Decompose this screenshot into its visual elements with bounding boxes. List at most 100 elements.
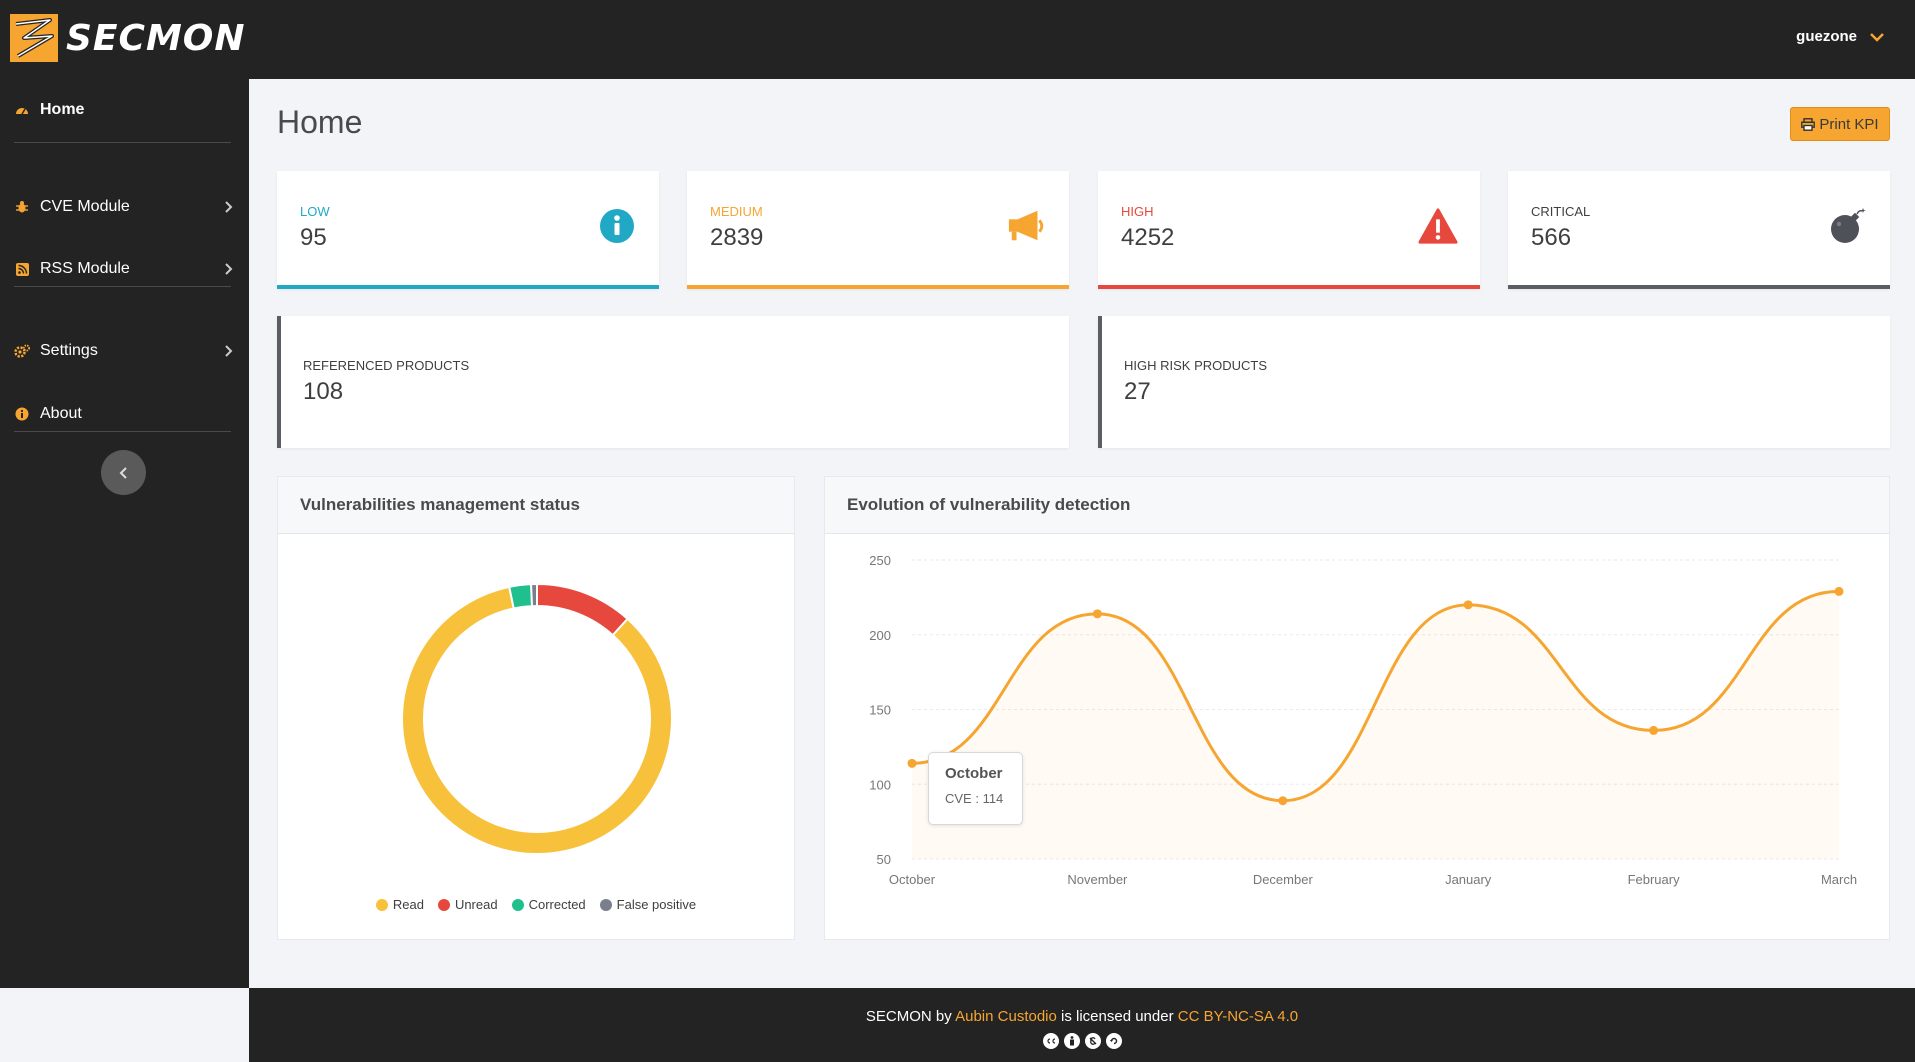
data-point[interactable] <box>1649 725 1659 735</box>
legend-label: Read <box>392 897 424 912</box>
rss-icon <box>14 261 30 277</box>
y-tick-label: 50 <box>877 852 891 867</box>
legend-item[interactable]: False positive <box>599 897 697 912</box>
stat-label: HIGH RISK PRODUCTS <box>1124 358 1268 373</box>
kpi-card-medium: MEDIUM 2839 <box>687 171 1069 289</box>
line-chart: 50 100 150 200 250 October November December Jan… <box>869 553 1857 887</box>
info-icon <box>14 406 30 422</box>
kpi-value: 95 <box>300 224 327 251</box>
management-status-card: Vulnerabilities management status Read Un… <box>277 476 795 940</box>
top-bar: SECMON guezone <box>0 0 1915 79</box>
author-link[interactable]: Aubin Custodio <box>955 1008 1057 1025</box>
y-tick-label: 250 <box>869 553 891 568</box>
donut-slice-read[interactable] <box>401 585 673 855</box>
chart-tooltip: October CVE : 114 <box>928 752 1023 825</box>
legend-swatch <box>437 898 450 911</box>
x-tick-label: March <box>1821 872 1857 887</box>
stat-value: 27 <box>1124 378 1151 405</box>
footer-middle: is licensed under <box>1056 1008 1178 1025</box>
legend-item[interactable]: Corrected <box>511 897 586 912</box>
data-point[interactable] <box>1834 586 1844 596</box>
donut-slice-false-positive[interactable] <box>530 582 538 608</box>
sidebar-item-label: About <box>40 405 82 422</box>
license-text: SECMON by Aubin Custodio is licensed und… <box>249 1008 1915 1025</box>
sidebar-toggle-button[interactable] <box>101 450 146 495</box>
donut-slice-corrected[interactable] <box>508 583 534 610</box>
sidebar: Home CVE Module RSS Module Settings Abou… <box>0 79 249 988</box>
print-kpi-button[interactable]: Print KPI <box>1790 107 1890 141</box>
data-point[interactable] <box>907 758 917 768</box>
x-tick-label: December <box>1253 872 1314 887</box>
area-fill <box>912 591 1839 859</box>
data-point[interactable] <box>1278 796 1288 806</box>
sidebar-item-rss-module[interactable]: RSS Module <box>14 254 234 284</box>
legend-item[interactable]: Read <box>375 897 424 912</box>
cc-icon <box>1042 1033 1059 1049</box>
tooltip-title: October <box>945 765 1003 782</box>
referenced-products-card: REFERENCED PRODUCTS 108 <box>277 316 1069 448</box>
sidebar-item-about[interactable]: About <box>14 399 234 429</box>
kpi-value: 4252 <box>1121 224 1175 251</box>
kpi-label: LOW <box>300 204 330 219</box>
kpi-label: HIGH <box>1121 204 1154 219</box>
donut-slice-unread[interactable] <box>536 582 629 637</box>
warning-icon <box>1418 206 1458 246</box>
chevron-left-icon <box>119 466 127 479</box>
brand-name: SECMON <box>66 17 246 59</box>
legend-swatch <box>599 898 612 911</box>
sidebar-item-cve-module[interactable]: CVE Module <box>14 192 234 222</box>
data-point[interactable] <box>1092 609 1102 619</box>
kpi-accent-bar <box>1508 285 1890 289</box>
kpi-accent-bar <box>687 285 1069 289</box>
chevron-down-icon <box>1870 32 1884 42</box>
x-tick-label: February <box>1628 872 1681 887</box>
logo-mark-icon <box>10 14 58 62</box>
y-tick-label: 200 <box>869 628 891 643</box>
cc-sa-icon <box>1105 1033 1122 1049</box>
sidebar-item-home[interactable]: Home <box>14 95 234 125</box>
sidebar-item-label: CVE Module <box>40 198 130 215</box>
card-title: Evolution of vulnerability detection <box>825 477 1889 534</box>
user-menu[interactable]: guezone <box>1796 28 1885 45</box>
kpi-label: CRITICAL <box>1531 204 1591 219</box>
megaphone-icon <box>1007 206 1047 246</box>
sidebar-item-label: Settings <box>40 342 98 359</box>
chevron-right-icon <box>225 263 233 275</box>
donut-legend: Read Unread Corrected False positive <box>278 897 794 912</box>
x-tick-label: January <box>1445 872 1492 887</box>
username: guezone <box>1796 28 1857 45</box>
app-logo[interactable]: SECMON <box>10 14 246 62</box>
legend-label: Corrected <box>528 897 586 912</box>
kpi-card-critical: CRITICAL 566 <box>1508 171 1890 289</box>
license-link[interactable]: CC BY-NC-SA 4.0 <box>1177 1008 1299 1025</box>
cc-by-icon <box>1063 1033 1080 1049</box>
chevron-right-icon <box>225 201 233 213</box>
kpi-label: MEDIUM <box>710 204 763 219</box>
print-kpi-label: Print KPI <box>1819 115 1879 133</box>
legend-label: Unread <box>454 897 498 912</box>
donut-chart <box>401 582 673 855</box>
footer-prefix: SECMON by <box>865 1008 956 1025</box>
legend-swatch <box>511 898 524 911</box>
cogs-icon <box>14 343 30 359</box>
data-point[interactable] <box>1463 600 1473 610</box>
dashboard-icon <box>14 102 30 118</box>
evolution-card: Evolution of vulnerability detection 50 1… <box>824 476 1890 940</box>
cc-nc-icon <box>1084 1033 1101 1049</box>
kpi-value: 2839 <box>710 224 764 251</box>
cc-license-icons[interactable] <box>249 1033 1915 1049</box>
kpi-card-high: HIGH 4252 <box>1098 171 1480 289</box>
footer: SECMON by Aubin Custodio is licensed und… <box>249 988 1915 1062</box>
legend-item[interactable]: Unread <box>437 897 498 912</box>
legend-label: False positive <box>616 897 697 912</box>
kpi-card-low: LOW 95 <box>277 171 659 289</box>
sidebar-item-label: Home <box>40 101 85 118</box>
kpi-accent-bar <box>277 285 659 289</box>
card-title: Vulnerabilities management status <box>278 477 794 534</box>
sidebar-item-settings[interactable]: Settings <box>14 336 234 366</box>
stat-value: 108 <box>303 378 344 405</box>
sidebar-item-label: RSS Module <box>40 260 130 277</box>
y-tick-label: 100 <box>869 777 891 792</box>
divider <box>14 431 231 432</box>
kpi-value: 566 <box>1531 224 1572 251</box>
